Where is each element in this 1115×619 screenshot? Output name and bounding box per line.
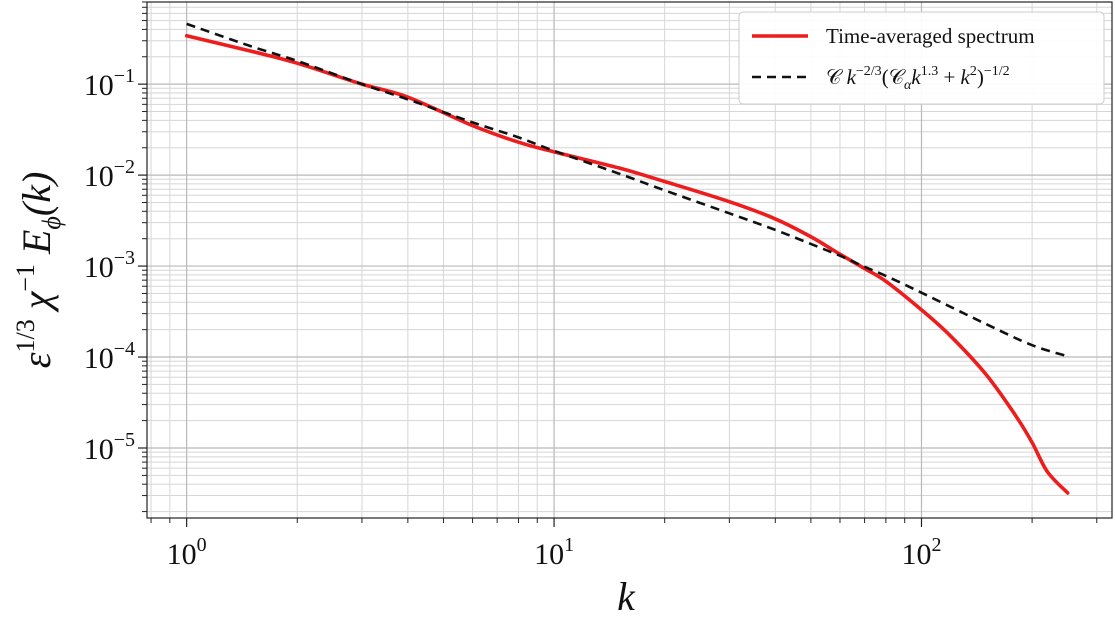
- axis-ticks: [138, 1, 1098, 527]
- legend-box: [738, 11, 1105, 105]
- x-axis-label: k: [617, 574, 636, 619]
- x-tick-label-10: 101: [534, 534, 574, 571]
- tick-labels: 100 101 102 10−1 10−2 10−3 10−4 10−5: [84, 65, 942, 571]
- plot-frame: [146, 1, 1113, 519]
- y-label-eps: ε: [14, 352, 59, 368]
- y-label-chi: χ: [14, 290, 59, 313]
- y-label-chi-exp: −1: [11, 264, 40, 292]
- series-model-fit: [186, 22, 1069, 358]
- y-tick-label-1: 10−2: [84, 156, 135, 193]
- y-label-E-sub: ϕ: [37, 216, 66, 229]
- series-layer: [184, 22, 1070, 495]
- y-label-E: E: [14, 230, 59, 255]
- legend: Time-averaged spectrum 𝒞 k−2/3(𝒞αk1.3 + …: [738, 11, 1105, 105]
- minor-grid: [147, 1, 1112, 518]
- y-label-arg: (k): [14, 172, 59, 216]
- x-tick-label-1: 100: [167, 534, 207, 571]
- series-time-averaged-spectrum: [184, 34, 1070, 495]
- y-tick-label-2: 10−3: [84, 247, 135, 284]
- legend-label-model: 𝒞 k−2/3(𝒞αk1.3 + k2)−1/2: [826, 64, 1010, 93]
- y-label-eps-exp: 1/3: [11, 319, 40, 352]
- y-tick-label-3: 10−4: [84, 338, 135, 375]
- y-tick-label-0: 10−1: [84, 65, 135, 102]
- y-tick-label-4: 10−5: [84, 429, 135, 466]
- y-axis-label: ε1/3 χ−1 Eϕ(k): [11, 172, 66, 369]
- major-grid: [147, 2, 1112, 518]
- x-tick-label-100: 102: [901, 534, 941, 571]
- legend-label-time-averaged: Time-averaged spectrum: [826, 24, 1035, 48]
